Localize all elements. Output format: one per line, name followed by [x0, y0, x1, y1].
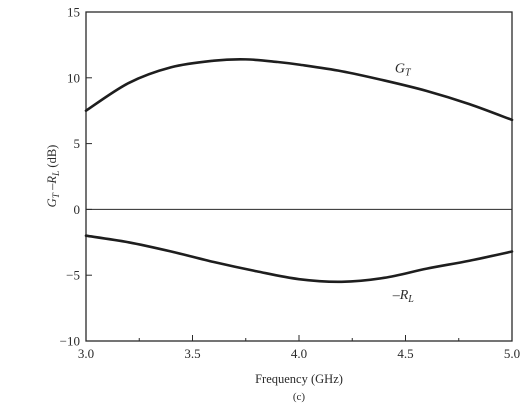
y-tick-label: 10 — [67, 70, 80, 85]
x-tick-label: 4.5 — [397, 346, 413, 361]
y-tick-label: −5 — [66, 268, 80, 283]
series-group — [84, 58, 514, 284]
plot-frame — [85, 11, 513, 342]
y-tick-label: −10 — [60, 334, 80, 349]
series-line-neg-rl — [84, 234, 514, 284]
series-line-gt — [84, 58, 514, 122]
series-label-gt: GT — [395, 62, 412, 79]
series-label-neg-rl: –RL — [392, 288, 415, 305]
x-tick-label: 5.0 — [504, 346, 520, 361]
y-tick-label: 0 — [74, 202, 81, 217]
y-tick-label: 15 — [67, 5, 80, 20]
tick-group: 15 10 5 0 −5 −103.0 3.5 4.0 4.5 5.0 — [60, 5, 520, 362]
y-tick-label: 5 — [74, 136, 81, 151]
figure-caption: (c) — [293, 391, 306, 403]
x-axis-title: Frequency (GHz) — [255, 372, 343, 386]
series-labels: GT –RL — [392, 62, 415, 305]
x-tick-label: 3.0 — [78, 346, 94, 361]
x-tick-label: 4.0 — [291, 346, 307, 361]
x-tick-label: 3.5 — [184, 346, 200, 361]
y-axis-title: GT –RL (dB) — [45, 145, 62, 208]
